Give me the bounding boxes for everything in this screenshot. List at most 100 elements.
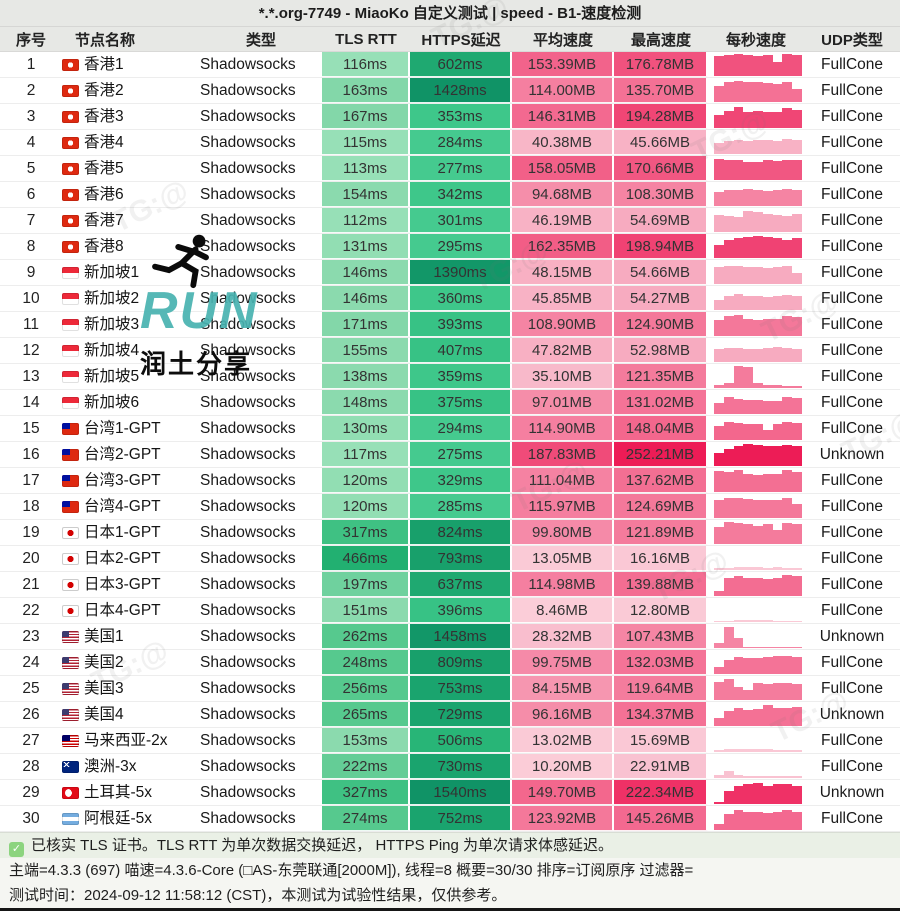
speed-bar — [782, 567, 793, 570]
window-title: *.*.org-7749 - MiaoKo 自定义测试 | speed - B1… — [0, 0, 900, 27]
speed-bar — [723, 448, 734, 466]
speed-bar — [723, 316, 734, 336]
speed-bar — [772, 683, 783, 700]
speed-bar — [733, 189, 744, 206]
speed-bar — [733, 160, 744, 180]
per-second-speed-sparkline — [708, 494, 804, 519]
speed-bar — [723, 711, 734, 726]
flag-icon — [62, 240, 79, 253]
speed-bar — [772, 161, 783, 180]
speed-bar — [772, 140, 783, 154]
table-row: 24 美国2 Shadowsocks 248ms 809ms 99.75MB 1… — [0, 650, 900, 676]
flag-cell — [62, 286, 84, 311]
speed-bar — [753, 424, 763, 440]
speed-bar — [792, 55, 803, 76]
speed-bar — [743, 423, 754, 440]
speed-bar — [743, 689, 754, 700]
speed-bar — [792, 576, 803, 596]
speed-bar — [723, 215, 734, 232]
https-latency-cell: 393ms — [410, 312, 512, 337]
speed-bar — [782, 498, 793, 518]
speed-bar — [792, 89, 803, 102]
speed-bar — [762, 429, 773, 440]
speed-bar — [723, 749, 734, 752]
speed-bar — [753, 82, 763, 102]
flag-cell — [62, 780, 84, 805]
header-type: 类型 — [245, 31, 276, 49]
tls-rtt-cell: 138ms — [322, 364, 410, 389]
speed-bar — [762, 812, 773, 830]
speed-bar — [733, 498, 744, 518]
tls-rtt-cell: 117ms — [322, 442, 410, 467]
speed-bar — [762, 191, 773, 206]
speed-bar — [753, 55, 763, 76]
speed-bar — [733, 266, 744, 284]
speed-bar — [782, 315, 793, 336]
speed-bar — [762, 620, 773, 622]
row-index: 15 — [22, 420, 40, 437]
https-latency-cell: 284ms — [410, 130, 512, 155]
udp-type: FullCone — [820, 680, 884, 697]
tls-rtt-cell: 120ms — [322, 494, 410, 519]
row-index: 6 — [26, 186, 36, 203]
tls-rtt-cell: 262ms — [322, 624, 410, 649]
speed-bar — [714, 824, 724, 830]
table-row: 5 香港5 Shadowsocks 113ms 277ms 158.05MB 1… — [0, 156, 900, 182]
table-row: 17 台湾3-GPT Shadowsocks 120ms 329ms 111.0… — [0, 468, 900, 494]
https-latency-cell: 1458ms — [410, 624, 512, 649]
flag-icon — [62, 396, 79, 409]
row-index: 4 — [26, 134, 36, 151]
tls-rtt-cell: 327ms — [322, 780, 410, 805]
speed-bar — [753, 383, 763, 388]
speed-bar — [762, 348, 773, 362]
speed-bar — [753, 658, 763, 674]
speed-bar — [714, 717, 724, 726]
speed-bar — [792, 295, 803, 310]
https-latency-cell: 342ms — [410, 182, 512, 207]
udp-type: FullCone — [820, 368, 884, 385]
speed-bar — [723, 627, 734, 648]
speed-bar — [753, 567, 763, 570]
speed-bar — [792, 471, 803, 492]
speed-bar — [762, 683, 773, 700]
tls-rtt-cell: 222ms — [322, 754, 410, 779]
speed-bar — [714, 214, 724, 232]
speed-bar — [772, 567, 783, 570]
tls-rtt-cell: 153ms — [322, 728, 410, 753]
speed-bar — [743, 444, 754, 466]
speed-bar — [772, 474, 783, 492]
speed-bar — [762, 296, 773, 310]
avg-speed-cell: 108.90MB — [512, 312, 614, 337]
speed-bar — [714, 142, 724, 154]
speed-bar — [772, 385, 783, 388]
https-latency-cell: 752ms — [410, 806, 512, 831]
speed-bar — [792, 213, 803, 232]
speed-bar — [753, 578, 763, 596]
flag-cell — [62, 598, 84, 623]
speed-bar — [772, 620, 783, 622]
udp-type: FullCone — [820, 108, 884, 125]
speed-bar — [762, 160, 773, 180]
avg-speed-cell: 114.00MB — [512, 78, 614, 103]
speed-bar — [743, 647, 754, 648]
avg-speed-cell: 114.90MB — [512, 416, 614, 441]
node-name: 新加坡6 — [84, 394, 140, 411]
node-type: Shadowsocks — [200, 264, 296, 281]
https-latency-cell: 730ms — [410, 754, 512, 779]
speed-bar — [762, 657, 773, 674]
flag-cell — [62, 676, 84, 701]
header-udp-type: UDP类型 — [821, 31, 883, 49]
speed-bar — [753, 139, 763, 154]
speed-bar — [733, 446, 744, 466]
speed-bar — [772, 749, 783, 752]
row-index: 9 — [26, 264, 36, 281]
flag-icon — [62, 422, 79, 435]
speed-bar — [743, 775, 754, 778]
speed-bar — [792, 397, 803, 414]
speed-bar — [762, 647, 773, 648]
row-index: 23 — [22, 628, 40, 645]
speed-bar — [714, 192, 724, 206]
header-per-second-speed: 每秒速度 — [725, 31, 786, 49]
table-row: 13 新加坡5 Shadowsocks 138ms 359ms 35.10MB … — [0, 364, 900, 390]
tls-rtt-cell: 248ms — [322, 650, 410, 675]
